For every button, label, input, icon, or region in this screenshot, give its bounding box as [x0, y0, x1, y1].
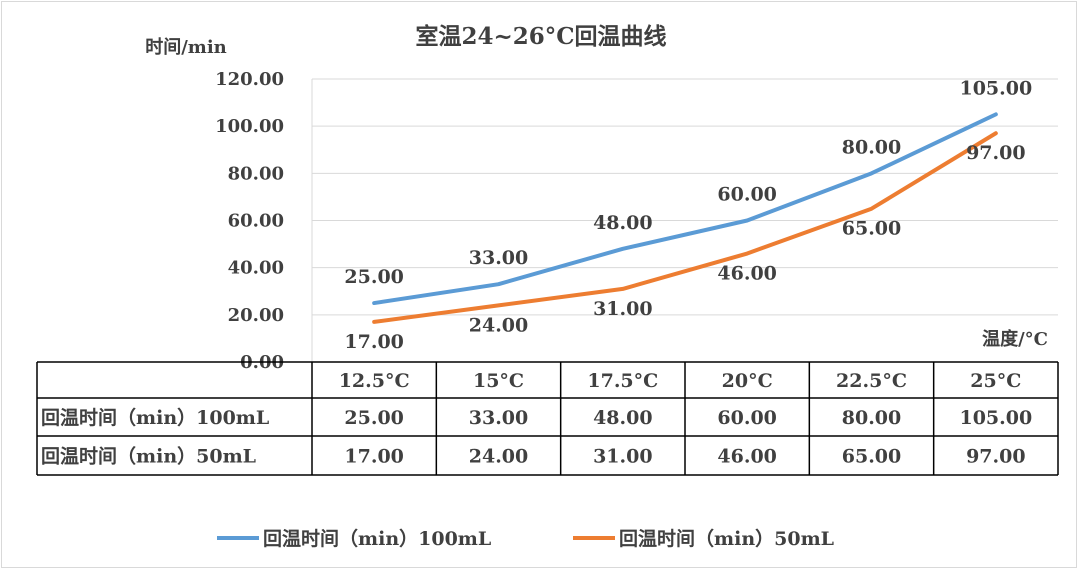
data-label-50ml: 97.00	[966, 142, 1026, 164]
chart-title: 室温24~26°C回温曲线	[415, 23, 666, 50]
legend-label: 回温时间（min）100mL	[263, 527, 491, 550]
data-label-50ml: 65.00	[842, 218, 902, 240]
data-label-100ml: 60.00	[717, 184, 777, 206]
data-label-50ml: 17.00	[344, 331, 404, 353]
data-label-100ml: 33.00	[469, 247, 529, 269]
table-row-header: 回温时间（min）50mL	[41, 445, 256, 468]
y-tick-label: 100.00	[215, 116, 284, 137]
data-labels: 25.00 33.00 48.00 60.00 80.00 105.00 17.00 24.0…	[344, 77, 1032, 353]
data-label-100ml: 25.00	[344, 266, 404, 288]
x-axis-label: 温度/°C	[982, 328, 1048, 350]
legend: 回温时间（min）100mL 回温时间（min）50mL	[217, 527, 834, 550]
y-tick-label: 20.00	[228, 305, 284, 326]
table-cell: 65.00	[842, 446, 902, 468]
table-header-cell: 17.5°C	[587, 370, 658, 392]
y-tick-label: 40.00	[228, 258, 284, 279]
data-label-50ml: 46.00	[717, 263, 777, 285]
y-tick-label: 80.00	[228, 163, 284, 184]
data-label-100ml: 48.00	[593, 212, 653, 234]
table-cell: 105.00	[959, 407, 1032, 429]
table-cell: 17.00	[344, 446, 404, 468]
legend-label: 回温时间（min）50mL	[619, 527, 834, 550]
series-lines	[372, 112, 998, 324]
data-table: 12.5°C 15°C 17.5°C 20°C 22.5°C 25°C 回温时间（min）1…	[41, 370, 1032, 468]
data-label-50ml: 24.00	[469, 314, 529, 336]
data-table-grid	[36, 361, 1059, 476]
table-header-cell: 25°C	[970, 370, 1021, 392]
data-label-100ml: 105.00	[959, 77, 1032, 99]
table-header-cell: 20°C	[722, 370, 773, 392]
y-tick-label: 60.00	[228, 211, 284, 232]
table-cell: 80.00	[842, 407, 902, 429]
table-cell: 24.00	[469, 446, 529, 468]
data-label-50ml: 31.00	[593, 298, 653, 320]
table-cell: 48.00	[593, 407, 653, 429]
series-line-2	[372, 131, 998, 324]
table-cell: 46.00	[717, 446, 777, 468]
y-tick-label: 120.00	[215, 69, 284, 90]
table-header-cell: 12.5°C	[339, 370, 410, 392]
table-header-cell: 22.5°C	[836, 370, 907, 392]
table-row-header: 回温时间（min）100mL	[41, 406, 269, 429]
table-cell: 33.00	[469, 407, 529, 429]
series-line-1	[372, 112, 998, 306]
table-cell: 25.00	[344, 407, 404, 429]
gridlines	[311, 78, 1058, 362]
table-cell: 60.00	[717, 407, 777, 429]
table-header-cell: 15°C	[473, 370, 524, 392]
table-cell: 31.00	[593, 446, 653, 468]
table-cell: 97.00	[966, 446, 1026, 468]
data-label-100ml: 80.00	[842, 136, 902, 158]
y-axis-label: 时间/min	[145, 37, 227, 58]
